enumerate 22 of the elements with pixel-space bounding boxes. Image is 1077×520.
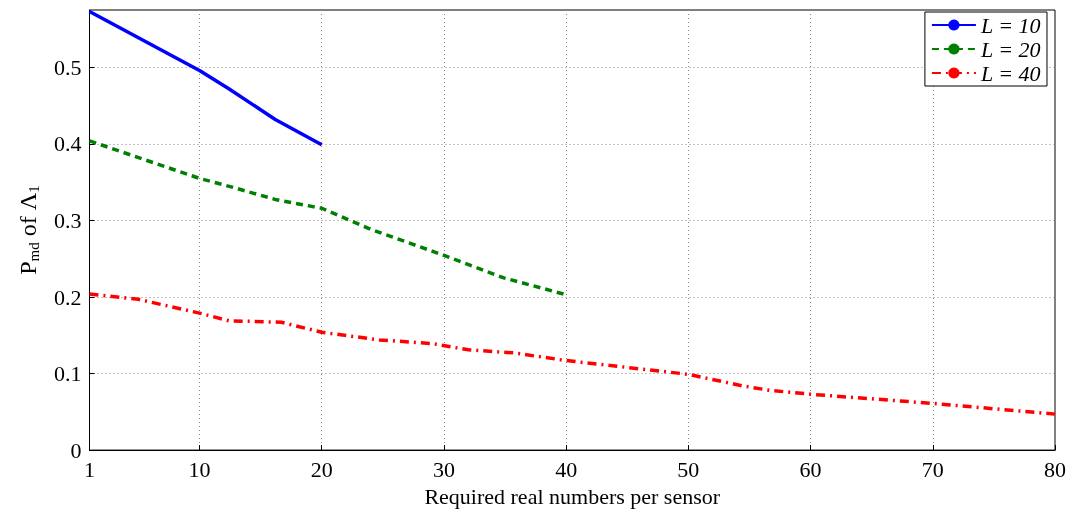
x-tick-label: 30 (432, 456, 455, 482)
x-axis-title: Required real numbers per sensor (424, 483, 721, 509)
x-tick-label: 50 (677, 456, 700, 482)
x-tick-label: 1 (84, 456, 95, 482)
y-tick-label: 0 (70, 437, 82, 463)
line-series (87, 292, 1057, 416)
y-tick-label: 0.4 (54, 131, 82, 157)
y-tick-label: 0.5 (54, 54, 82, 80)
legend-label: L = 40 (979, 60, 1041, 86)
x-tick-label: 40 (555, 456, 578, 482)
x-tick-label: 10 (188, 456, 211, 482)
y-axis-title: Pmd of Λ1 (15, 185, 42, 275)
y-tick-label: 0.2 (54, 284, 82, 310)
x-tick-label: 80 (1044, 456, 1066, 482)
x-tick-label: 60 (799, 456, 822, 482)
y-tick-label: 0.3 (54, 207, 82, 233)
x-tick-label: 70 (921, 456, 944, 482)
legend-label: L = 20 (979, 36, 1041, 62)
line-series (87, 9, 324, 147)
x-tick-label: 20 (310, 456, 333, 482)
y-tick-label: 0.1 (54, 361, 82, 387)
legend-label: L = 10 (979, 12, 1041, 38)
